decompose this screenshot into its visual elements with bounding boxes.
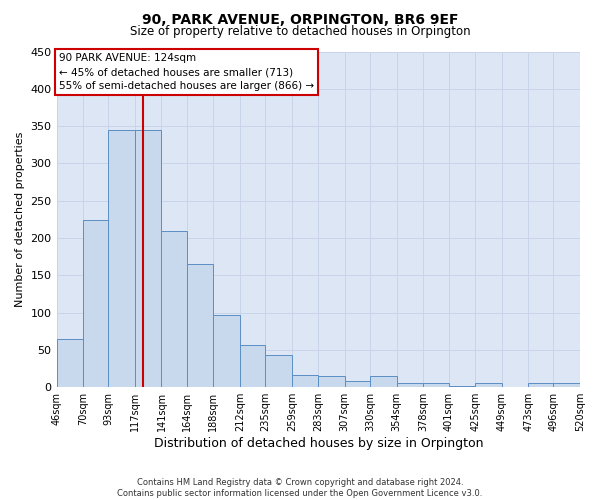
Bar (292, 374, 318, 387)
Y-axis label: Number of detached properties: Number of detached properties (15, 132, 25, 307)
Text: Size of property relative to detached houses in Orpington: Size of property relative to detached ho… (130, 25, 470, 38)
Bar (161, 230, 187, 387)
X-axis label: Distribution of detached houses by size in Orpington: Distribution of detached houses by size … (154, 437, 483, 450)
Bar (214, 315, 240, 387)
Bar (83, 220, 109, 387)
Text: 90 PARK AVENUE: 124sqm
← 45% of detached houses are smaller (713)
55% of semi-de: 90 PARK AVENUE: 124sqm ← 45% of detached… (59, 53, 314, 91)
Bar (187, 264, 214, 387)
Bar (265, 355, 292, 387)
Bar (109, 130, 135, 387)
Bar (528, 384, 553, 387)
Bar (553, 384, 580, 387)
Bar (475, 384, 502, 387)
Text: Contains HM Land Registry data © Crown copyright and database right 2024.
Contai: Contains HM Land Registry data © Crown c… (118, 478, 482, 498)
Bar (345, 381, 370, 387)
Bar (449, 386, 475, 387)
Bar (56, 338, 83, 387)
Bar (135, 130, 161, 387)
Bar (397, 384, 423, 387)
Bar (240, 344, 265, 387)
Bar (370, 376, 397, 387)
Bar (318, 376, 345, 387)
Text: 90, PARK AVENUE, ORPINGTON, BR6 9EF: 90, PARK AVENUE, ORPINGTON, BR6 9EF (142, 12, 458, 26)
Bar (423, 384, 449, 387)
